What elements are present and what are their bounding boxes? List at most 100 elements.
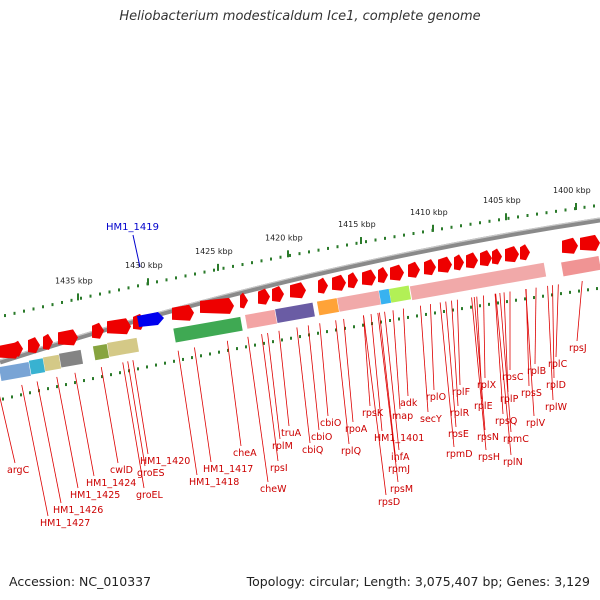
gene-label[interactable]: rpsS — [521, 388, 542, 399]
gene-arrow[interactable] — [390, 264, 404, 281]
gene-label[interactable]: rpsH — [478, 452, 500, 463]
gene-arrow[interactable] — [492, 248, 502, 265]
gene-label[interactable]: rpsM — [390, 484, 413, 495]
gene-label[interactable]: infA — [391, 452, 410, 463]
gene-label[interactable]: rplO — [426, 392, 446, 403]
gene-arrow[interactable] — [438, 256, 452, 273]
gene-label[interactable]: rpoA — [345, 424, 368, 435]
gene-label[interactable]: HM1_1417 — [203, 464, 253, 475]
gene-band[interactable] — [28, 358, 46, 375]
gene-label[interactable]: argC — [7, 465, 30, 476]
gene-arrow[interactable] — [107, 318, 131, 335]
highlight-gene-label[interactable]: HM1_1419 — [106, 222, 159, 233]
gene-band[interactable] — [561, 255, 600, 277]
gene-label[interactable]: rpmD — [446, 449, 473, 460]
gene-arrow[interactable] — [348, 272, 358, 289]
gene-band[interactable] — [92, 343, 110, 361]
gene-arrow[interactable] — [378, 267, 388, 284]
gene-arrow[interactable] — [240, 292, 248, 309]
gene-label[interactable]: groEL — [136, 490, 164, 501]
gene-label[interactable]: HM1_1424 — [86, 478, 136, 489]
gene-arrow[interactable] — [454, 254, 464, 271]
gene-band[interactable] — [245, 309, 277, 329]
gene-label[interactable]: rplN — [503, 457, 523, 468]
gene-label[interactable]: truA — [281, 428, 302, 439]
gene-label[interactable]: rplE — [474, 401, 493, 412]
gene-label[interactable]: rpsD — [378, 497, 400, 508]
gene-label[interactable]: rplP — [500, 394, 519, 405]
gene-label[interactable]: rplW — [545, 402, 568, 413]
gene-band[interactable] — [0, 361, 31, 381]
gene-arrow[interactable] — [13, 340, 23, 357]
scale-major-tick — [287, 250, 289, 258]
gene-label[interactable]: HM1_1418 — [189, 477, 239, 488]
gene-arrow[interactable] — [318, 277, 328, 294]
gene-label[interactable]: rpsE — [448, 429, 469, 440]
gene-band[interactable] — [42, 354, 62, 372]
gene-band[interactable] — [409, 262, 547, 301]
gene-band[interactable] — [316, 298, 340, 316]
gene-arrow[interactable] — [580, 234, 600, 251]
gene-label[interactable]: cbiO — [311, 432, 332, 443]
gene-arrow[interactable] — [200, 297, 234, 314]
gene-arrow[interactable] — [520, 244, 530, 261]
gene-label[interactable]: cbiQ — [302, 445, 323, 456]
gene-band[interactable] — [58, 349, 84, 368]
gene-label[interactable]: rpsC — [502, 372, 524, 383]
gene-label[interactable]: map — [392, 411, 413, 422]
gene-label[interactable]: adk — [400, 398, 418, 409]
gene-label[interactable]: rplM — [272, 441, 293, 452]
gene-label[interactable]: HM1_1401 — [374, 433, 424, 444]
gene-label[interactable]: rpsQ — [495, 416, 517, 427]
label-connectors-group — [0, 280, 583, 517]
gene-label[interactable]: rpsI — [270, 463, 288, 474]
gene-label[interactable]: HM1_1427 — [40, 518, 90, 529]
gene-arrow[interactable] — [258, 288, 270, 305]
gene-label[interactable]: cheW — [260, 484, 287, 495]
gene-label[interactable]: rplB — [527, 366, 546, 377]
gene-label[interactable]: rpmC — [503, 434, 529, 445]
gene-label[interactable]: secY — [420, 414, 442, 425]
gene-label[interactable]: rpsN — [477, 432, 499, 443]
gene-arrow[interactable] — [332, 274, 346, 291]
gene-arrow[interactable] — [290, 282, 306, 299]
gene-arrow[interactable] — [28, 337, 40, 354]
gene-label[interactable]: rplX — [477, 380, 497, 391]
gene-arrow[interactable] — [466, 252, 478, 269]
gene-arrow[interactable] — [408, 261, 420, 278]
gene-band[interactable] — [275, 302, 315, 324]
gene-label[interactable]: rplF — [452, 387, 470, 398]
gene-band[interactable] — [173, 316, 243, 343]
gene-label[interactable]: rplV — [526, 418, 546, 429]
gene-arrow[interactable] — [43, 333, 53, 350]
gene-arrow[interactable] — [272, 286, 284, 303]
gene-arrow[interactable] — [92, 322, 104, 339]
gene-label[interactable]: rpmJ — [388, 464, 410, 475]
gene-arrow[interactable] — [480, 250, 492, 267]
gene-label[interactable]: HM1_1425 — [70, 490, 120, 501]
gene-label[interactable]: HM1_1426 — [53, 505, 103, 516]
gene-label[interactable]: HM1_1420 — [140, 456, 190, 467]
gene-arrow[interactable] — [172, 304, 194, 321]
gene-label[interactable]: cwlD — [110, 465, 133, 476]
gene-label[interactable]: rplQ — [341, 446, 361, 457]
gene-arrow[interactable] — [562, 237, 578, 254]
gene-arrow[interactable] — [505, 246, 519, 263]
gene-arrow[interactable] — [362, 269, 376, 286]
gene-arrow[interactable] — [58, 329, 78, 346]
gene-label[interactable]: cbiO — [320, 418, 341, 429]
gene-arrow[interactable] — [424, 259, 436, 276]
gene-label[interactable]: groES — [137, 468, 165, 479]
gene-label[interactable]: rplD — [546, 380, 566, 391]
gene-label[interactable]: cheA — [233, 448, 257, 459]
gene-label[interactable]: rplR — [450, 408, 470, 419]
gene-label[interactable]: rplC — [548, 359, 568, 370]
gene-label[interactable]: rpsK — [362, 408, 384, 419]
gene-band[interactable] — [388, 285, 412, 303]
gene-band[interactable] — [107, 337, 139, 357]
gene-label[interactable]: rpsJ — [569, 343, 587, 354]
gene-band[interactable] — [337, 290, 381, 312]
highlight-gene-arrow[interactable] — [137, 312, 164, 327]
gene-band[interactable] — [378, 288, 392, 305]
